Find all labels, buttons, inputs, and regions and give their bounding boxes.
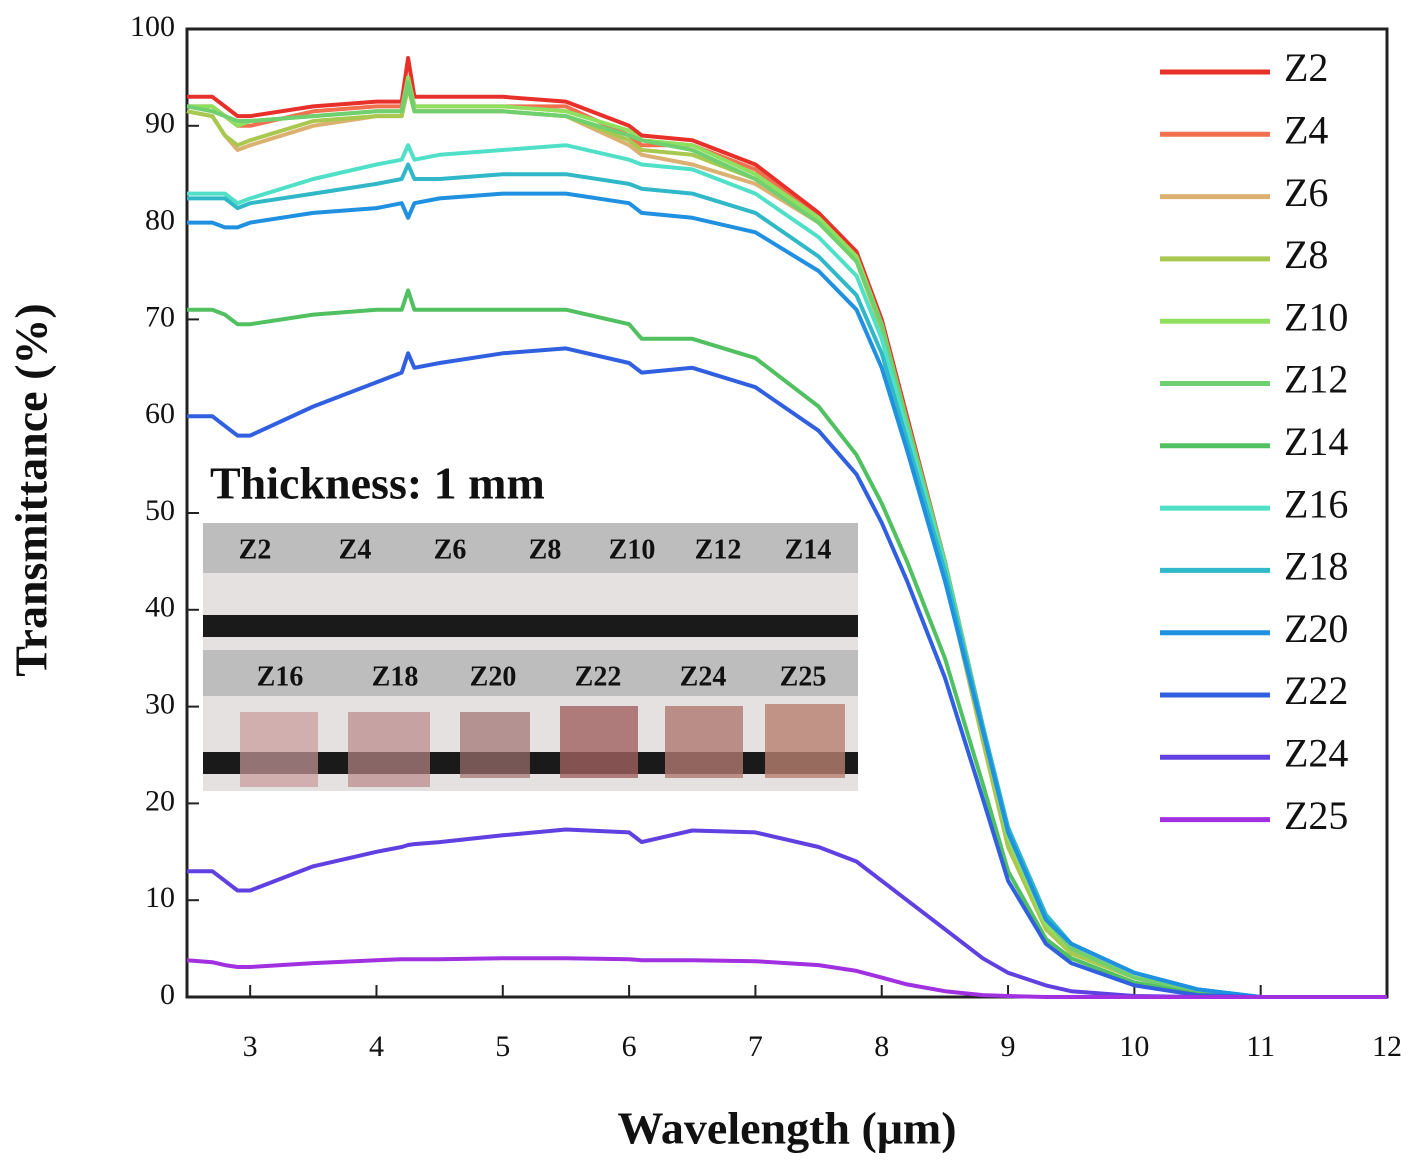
legend-label: Z6 [1284,170,1328,215]
inset-label: Z6 [434,534,467,565]
y-tick-label: 50 [145,494,175,527]
legend-label: Z10 [1284,294,1348,339]
legend-label: Z25 [1284,793,1348,838]
series-line [186,956,1387,999]
inset-label: Z16 [257,661,304,692]
y-tick-label: 0 [160,978,175,1011]
y-tick-label: 40 [145,591,175,624]
x-tick-label: 7 [748,1030,763,1063]
y-tick-label: 100 [130,10,175,43]
inset-label: Z12 [695,534,742,565]
y-tick-label: 80 [145,203,175,236]
x-tick-label: 5 [495,1030,510,1063]
legend-label: Z14 [1284,419,1348,464]
inset-label: Z18 [372,661,419,692]
inset-label: Z8 [529,534,562,565]
inset-label: Z14 [785,534,832,565]
y-tick-label: 70 [145,300,175,333]
x-axis-label: Wavelength (μm) [617,1103,956,1154]
y-tick-label: 60 [145,397,175,430]
legend-label: Z20 [1284,606,1348,651]
y-tick-label: 30 [145,687,175,720]
inset-label: Z24 [680,661,727,692]
series-line [187,288,1387,999]
legend-label: Z4 [1284,107,1328,152]
inset-label: Z4 [339,534,372,565]
inset-label: Z2 [239,534,272,565]
inset-label: Z10 [609,534,656,565]
x-tick-label: 11 [1246,1030,1275,1063]
series-line [187,162,1387,999]
x-tick-label: 8 [874,1030,889,1063]
legend-label: Z24 [1284,730,1348,775]
x-tick-label: 10 [1119,1030,1149,1063]
legend-label: Z2 [1284,45,1328,90]
y-tick-label: 20 [145,784,175,817]
x-tick-label: 3 [243,1030,258,1063]
x-tick-label: 6 [622,1030,637,1063]
inset-title: Thickness: 1 mm [210,458,545,509]
y-axis-label: Transmittance (%) [6,303,57,676]
legend-label: Z8 [1284,232,1328,277]
y-tick-label: 10 [145,881,175,914]
legend-label: Z22 [1284,668,1348,713]
x-tick-label: 4 [369,1030,384,1063]
plot-frame [185,27,1389,999]
legend-label: Z18 [1284,544,1348,589]
x-tick-label: 12 [1372,1030,1402,1063]
y-tick-label: 90 [145,107,175,140]
series-line [187,346,1387,999]
inset-label: Z25 [780,661,827,692]
x-tick-label: 9 [1001,1030,1016,1063]
series-line [187,191,1387,999]
series-line [187,827,1387,999]
legend-label: Z12 [1284,357,1348,402]
inset-photo [203,523,858,791]
inset-label: Z22 [575,661,622,692]
legend-label: Z16 [1284,481,1348,526]
inset-label: Z20 [470,661,517,692]
series-line [186,85,1387,999]
